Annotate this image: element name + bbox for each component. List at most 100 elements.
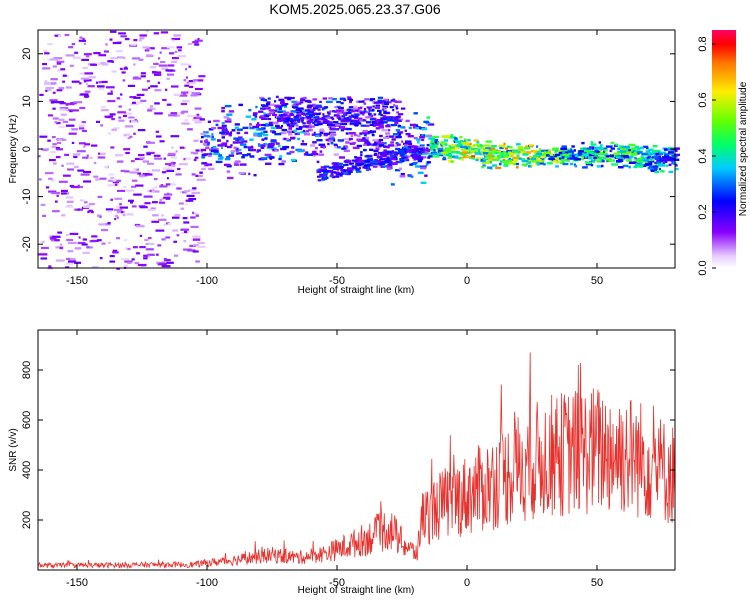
heatmap-cell	[482, 152, 489, 155]
heatmap-cell	[362, 166, 365, 169]
heatmap-cell	[593, 155, 598, 158]
heatmap-cell	[430, 139, 437, 142]
heatmap-cell	[124, 38, 130, 41]
heatmap-cell	[340, 165, 344, 168]
heatmap-cell	[619, 150, 627, 153]
heatmap-cell	[303, 96, 307, 99]
heatmap-cell	[151, 190, 155, 193]
heatmap-cell	[372, 162, 378, 165]
heatmap-cell	[404, 154, 408, 158]
heatmap-cell	[190, 151, 194, 154]
heatmap-cell	[354, 156, 358, 159]
heatmap-cell	[332, 165, 336, 168]
heatmap-cell	[150, 105, 153, 108]
heatmap-cell	[221, 122, 225, 125]
heatmap-cell	[155, 186, 158, 189]
heatmap-cell	[314, 119, 318, 122]
heatmap-cell	[315, 134, 320, 138]
heatmap-cell	[100, 124, 104, 127]
heatmap-cell	[147, 109, 153, 112]
heatmap-cell	[309, 118, 314, 122]
heatmap-cell	[166, 177, 169, 180]
heatmap-cell	[166, 169, 175, 172]
heatmap-cell	[394, 144, 399, 147]
heatmap-cell	[70, 185, 80, 189]
heatmap-cell	[383, 111, 389, 115]
heatmap-cell	[132, 101, 136, 104]
heatmap-cell	[40, 257, 48, 260]
heatmap-cell	[123, 134, 128, 137]
heatmap-cell	[577, 153, 583, 156]
heatmap-cell	[385, 160, 390, 163]
heatmap-cell	[398, 100, 401, 103]
heatmap-cell	[372, 139, 379, 142]
heatmap-cell	[377, 156, 383, 159]
heatmap-cell	[153, 32, 159, 35]
heatmap-cell	[255, 105, 258, 109]
heatmap-cell	[83, 170, 92, 174]
heatmap-cell	[60, 113, 67, 116]
heatmap-cell	[132, 168, 137, 171]
heatmap-cell	[340, 102, 344, 105]
heatmap-cell	[56, 101, 64, 104]
heatmap-cell	[195, 87, 203, 91]
heatmap-cell	[68, 258, 76, 261]
heatmap-cell	[98, 81, 105, 84]
heatmap-cell	[98, 152, 101, 155]
heatmap-cell	[98, 223, 106, 226]
heatmap-cell	[482, 164, 486, 167]
heatmap-cell	[389, 156, 394, 159]
heatmap-cell	[43, 81, 50, 84]
heatmap-cell	[654, 157, 660, 160]
heatmap-cell	[190, 94, 198, 97]
heatmap-cell	[159, 201, 166, 204]
spectrogram-ytick-label: -20	[21, 236, 33, 252]
heatmap-cell	[155, 130, 160, 133]
heatmap-cell	[367, 131, 374, 134]
heatmap-cell	[256, 150, 259, 153]
heatmap-cell	[77, 208, 80, 211]
heatmap-cell	[62, 120, 68, 123]
heatmap-cell	[51, 145, 56, 149]
heatmap-cell	[83, 42, 86, 45]
heatmap-cell	[378, 144, 385, 147]
heatmap-cell	[354, 113, 360, 116]
heatmap-cell	[297, 137, 301, 141]
heatmap-cell	[292, 113, 295, 116]
heatmap-cell	[179, 191, 182, 194]
heatmap-cell	[415, 126, 422, 130]
heatmap-cell	[367, 143, 372, 146]
heatmap-cell	[528, 161, 532, 164]
heatmap-cell	[407, 135, 414, 138]
heatmap-cell	[296, 109, 301, 112]
heatmap-cell	[399, 159, 405, 163]
heatmap-cell	[610, 147, 615, 150]
heatmap-cell	[51, 235, 61, 238]
heatmap-cell	[51, 191, 60, 195]
heatmap-cell	[364, 155, 370, 158]
heatmap-cell	[40, 148, 49, 151]
heatmap-cell	[554, 150, 558, 154]
heatmap-cell	[127, 84, 136, 87]
heatmap-cell	[286, 152, 292, 155]
heatmap-cell	[405, 132, 411, 136]
heatmap-cell	[287, 97, 291, 100]
heatmap-cell	[603, 150, 606, 153]
heatmap-cell	[144, 202, 151, 205]
heatmap-cell	[274, 109, 280, 112]
heatmap-cell	[181, 110, 189, 113]
heatmap-cell	[307, 110, 314, 114]
heatmap-cell	[644, 161, 650, 164]
heatmap-cell	[640, 146, 644, 150]
heatmap-cell	[221, 106, 225, 110]
heatmap-cell	[177, 49, 182, 52]
heatmap-cell	[373, 113, 377, 116]
heatmap-cell	[309, 113, 315, 116]
heatmap-cell	[362, 137, 366, 140]
heatmap-cell	[295, 127, 302, 131]
heatmap-cell	[107, 132, 111, 135]
heatmap-cell	[42, 214, 46, 217]
heatmap-cell	[383, 157, 388, 161]
